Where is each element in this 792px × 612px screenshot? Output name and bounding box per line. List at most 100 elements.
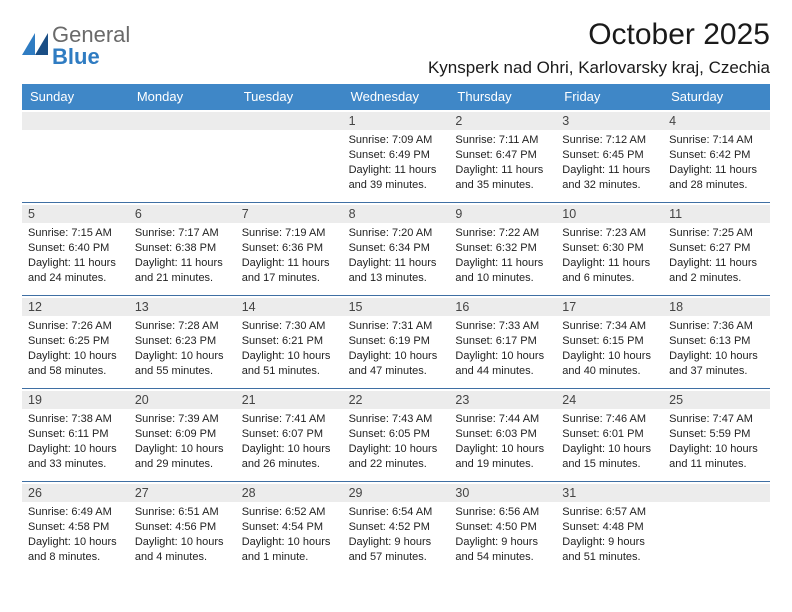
daylight-line: Daylight: 10 hours and 47 minutes. — [349, 349, 444, 379]
logo-text: General Blue — [52, 24, 130, 68]
daylight-line: Daylight: 11 hours and 24 minutes. — [28, 256, 123, 286]
sunrise-line: Sunrise: 7:46 AM — [562, 412, 657, 427]
calendar-header-cell: Saturday — [663, 84, 770, 110]
sunset-line: Sunset: 6:40 PM — [28, 241, 123, 256]
sunset-line: Sunset: 6:27 PM — [669, 241, 764, 256]
sunset-line: Sunset: 4:50 PM — [455, 520, 550, 535]
day-number: 21 — [236, 391, 343, 409]
daylight-line: Daylight: 10 hours and 26 minutes. — [242, 442, 337, 472]
sunrise-line: Sunrise: 7:22 AM — [455, 226, 550, 241]
daylight-line: Daylight: 11 hours and 13 minutes. — [349, 256, 444, 286]
day-number: 13 — [129, 298, 236, 316]
daylight-line: Daylight: 11 hours and 17 minutes. — [242, 256, 337, 286]
calendar-day-cell: 13Sunrise: 7:28 AMSunset: 6:23 PMDayligh… — [129, 296, 236, 388]
day-number: 1 — [343, 112, 450, 130]
sunrise-line: Sunrise: 6:56 AM — [455, 505, 550, 520]
sunrise-line: Sunrise: 7:33 AM — [455, 319, 550, 334]
day-number: 29 — [343, 484, 450, 502]
calendar-day-cell: 6Sunrise: 7:17 AMSunset: 6:38 PMDaylight… — [129, 203, 236, 295]
calendar-day-cell: 27Sunrise: 6:51 AMSunset: 4:56 PMDayligh… — [129, 482, 236, 574]
calendar-week-row: 19Sunrise: 7:38 AMSunset: 6:11 PMDayligh… — [22, 389, 770, 482]
calendar-header-cell: Thursday — [449, 84, 556, 110]
sunset-line: Sunset: 6:38 PM — [135, 241, 230, 256]
sunset-line: Sunset: 5:59 PM — [669, 427, 764, 442]
sunset-line: Sunset: 6:11 PM — [28, 427, 123, 442]
calendar-day-cell: 4Sunrise: 7:14 AMSunset: 6:42 PMDaylight… — [663, 110, 770, 202]
day-number: 11 — [663, 205, 770, 223]
daylight-line: Daylight: 10 hours and 11 minutes. — [669, 442, 764, 472]
daylight-line: Daylight: 10 hours and 33 minutes. — [28, 442, 123, 472]
sunset-line: Sunset: 6:30 PM — [562, 241, 657, 256]
calendar-week-row: 26Sunrise: 6:49 AMSunset: 4:58 PMDayligh… — [22, 482, 770, 574]
calendar-day-cell: 3Sunrise: 7:12 AMSunset: 6:45 PMDaylight… — [556, 110, 663, 202]
calendar-day-cell: 24Sunrise: 7:46 AMSunset: 6:01 PMDayligh… — [556, 389, 663, 481]
daylight-line: Daylight: 11 hours and 35 minutes. — [455, 163, 550, 193]
day-number: 9 — [449, 205, 556, 223]
daylight-line: Daylight: 10 hours and 8 minutes. — [28, 535, 123, 565]
sunrise-line: Sunrise: 7:11 AM — [455, 133, 550, 148]
daylight-line: Daylight: 10 hours and 4 minutes. — [135, 535, 230, 565]
sunrise-line: Sunrise: 6:57 AM — [562, 505, 657, 520]
sunset-line: Sunset: 4:56 PM — [135, 520, 230, 535]
page-subtitle: Kynsperk nad Ohri, Karlovarsky kraj, Cze… — [428, 58, 770, 78]
sunset-line: Sunset: 6:23 PM — [135, 334, 230, 349]
calendar-day-cell: 11Sunrise: 7:25 AMSunset: 6:27 PMDayligh… — [663, 203, 770, 295]
day-number: 3 — [556, 112, 663, 130]
sunrise-line: Sunrise: 7:41 AM — [242, 412, 337, 427]
calendar-day-cell: 25Sunrise: 7:47 AMSunset: 5:59 PMDayligh… — [663, 389, 770, 481]
daylight-line: Daylight: 11 hours and 10 minutes. — [455, 256, 550, 286]
sunset-line: Sunset: 6:47 PM — [455, 148, 550, 163]
calendar-day-cell: 30Sunrise: 6:56 AMSunset: 4:50 PMDayligh… — [449, 482, 556, 574]
logo-mark-icon — [22, 33, 48, 60]
daylight-line: Daylight: 10 hours and 15 minutes. — [562, 442, 657, 472]
sunset-line: Sunset: 6:45 PM — [562, 148, 657, 163]
daylight-line: Daylight: 10 hours and 19 minutes. — [455, 442, 550, 472]
sunset-line: Sunset: 6:42 PM — [669, 148, 764, 163]
daylight-line: Daylight: 9 hours and 51 minutes. — [562, 535, 657, 565]
sunrise-line: Sunrise: 7:47 AM — [669, 412, 764, 427]
sunrise-line: Sunrise: 7:28 AM — [135, 319, 230, 334]
calendar-day-cell: 9Sunrise: 7:22 AMSunset: 6:32 PMDaylight… — [449, 203, 556, 295]
day-number: 17 — [556, 298, 663, 316]
sunrise-line: Sunrise: 7:34 AM — [562, 319, 657, 334]
sunrise-line: Sunrise: 7:17 AM — [135, 226, 230, 241]
sunset-line: Sunset: 4:48 PM — [562, 520, 657, 535]
sunset-line: Sunset: 6:13 PM — [669, 334, 764, 349]
sunset-line: Sunset: 6:09 PM — [135, 427, 230, 442]
daylight-line: Daylight: 9 hours and 57 minutes. — [349, 535, 444, 565]
daylight-line: Daylight: 10 hours and 40 minutes. — [562, 349, 657, 379]
day-number: 18 — [663, 298, 770, 316]
sunset-line: Sunset: 6:01 PM — [562, 427, 657, 442]
day-number: 31 — [556, 484, 663, 502]
sunrise-line: Sunrise: 7:38 AM — [28, 412, 123, 427]
day-number: 26 — [22, 484, 129, 502]
sunset-line: Sunset: 6:17 PM — [455, 334, 550, 349]
sunrise-line: Sunrise: 7:26 AM — [28, 319, 123, 334]
calendar-day-cell: 18Sunrise: 7:36 AMSunset: 6:13 PMDayligh… — [663, 296, 770, 388]
calendar-day-cell: 19Sunrise: 7:38 AMSunset: 6:11 PMDayligh… — [22, 389, 129, 481]
day-number: 27 — [129, 484, 236, 502]
calendar-day-cell: 12Sunrise: 7:26 AMSunset: 6:25 PMDayligh… — [22, 296, 129, 388]
calendar-day-cell: 14Sunrise: 7:30 AMSunset: 6:21 PMDayligh… — [236, 296, 343, 388]
calendar-header-cell: Wednesday — [343, 84, 450, 110]
day-number: 16 — [449, 298, 556, 316]
daylight-line: Daylight: 9 hours and 54 minutes. — [455, 535, 550, 565]
page-title: October 2025 — [428, 18, 770, 52]
day-number: 15 — [343, 298, 450, 316]
calendar-day-cell: 20Sunrise: 7:39 AMSunset: 6:09 PMDayligh… — [129, 389, 236, 481]
logo: General Blue — [22, 18, 130, 68]
sunset-line: Sunset: 6:19 PM — [349, 334, 444, 349]
day-number: 10 — [556, 205, 663, 223]
calendar-week-row: 12Sunrise: 7:26 AMSunset: 6:25 PMDayligh… — [22, 296, 770, 389]
sunrise-line: Sunrise: 7:09 AM — [349, 133, 444, 148]
calendar-week-row: 5Sunrise: 7:15 AMSunset: 6:40 PMDaylight… — [22, 203, 770, 296]
daylight-line: Daylight: 11 hours and 32 minutes. — [562, 163, 657, 193]
calendar-day-cell: 22Sunrise: 7:43 AMSunset: 6:05 PMDayligh… — [343, 389, 450, 481]
day-number: 22 — [343, 391, 450, 409]
daylight-line: Daylight: 10 hours and 58 minutes. — [28, 349, 123, 379]
day-number: 23 — [449, 391, 556, 409]
sunrise-line: Sunrise: 6:52 AM — [242, 505, 337, 520]
calendar-day-cell: 21Sunrise: 7:41 AMSunset: 6:07 PMDayligh… — [236, 389, 343, 481]
daylight-line: Daylight: 11 hours and 6 minutes. — [562, 256, 657, 286]
day-number: 12 — [22, 298, 129, 316]
